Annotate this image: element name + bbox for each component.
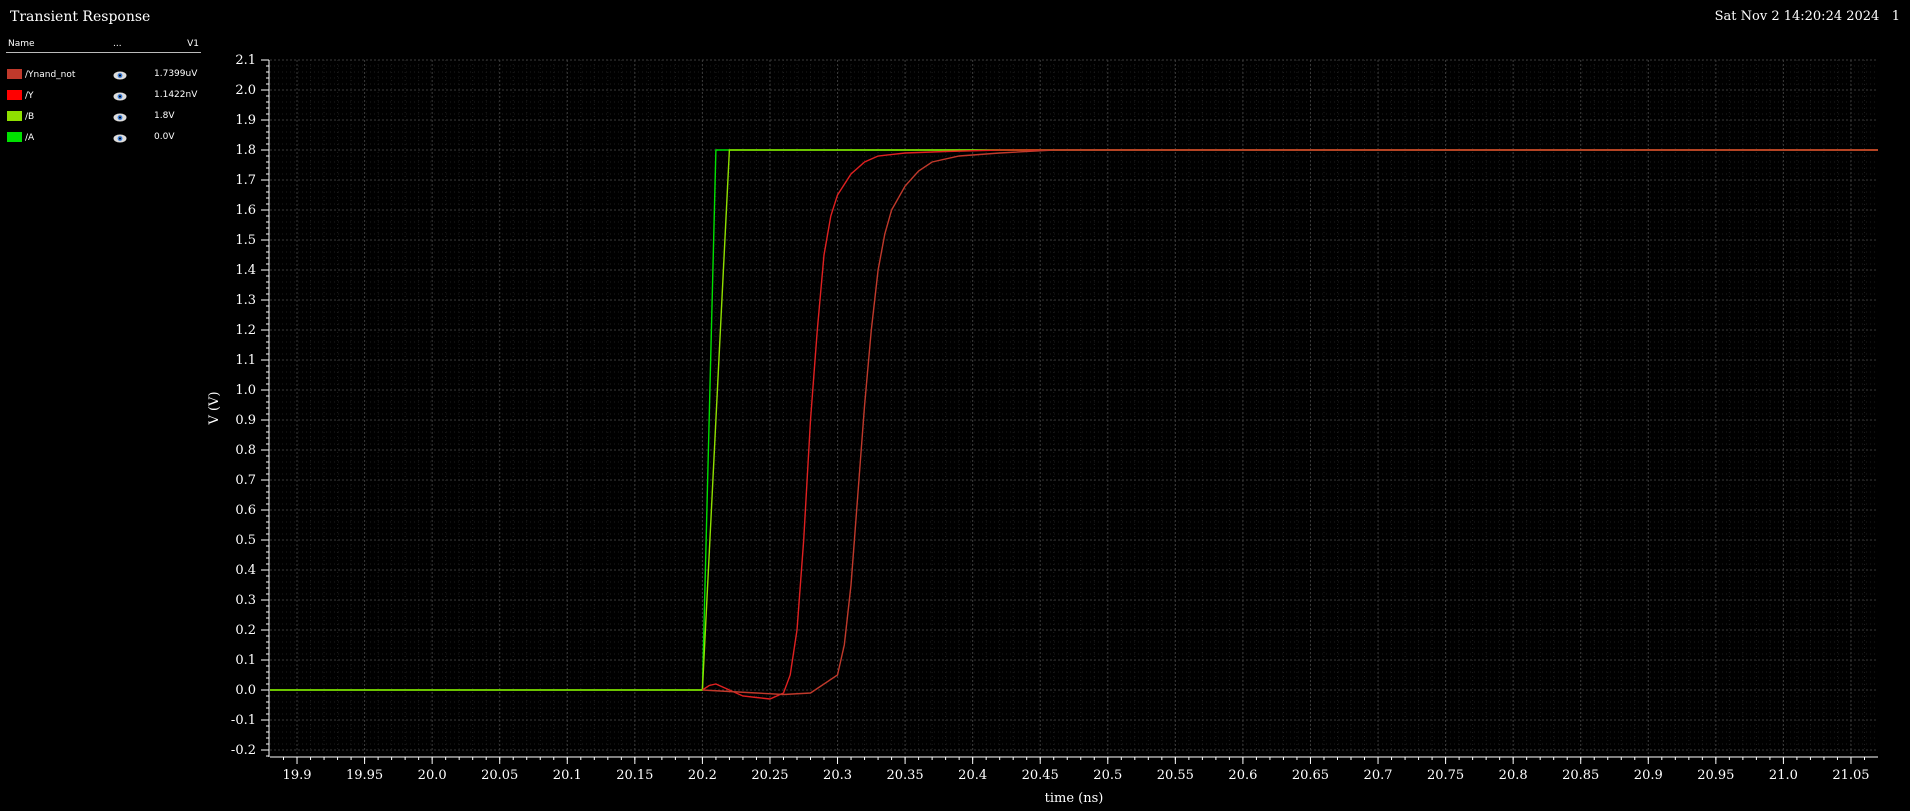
y-tick-label: 0.9: [235, 413, 256, 428]
y-axis-label: V (V): [207, 391, 222, 425]
legend-item[interactable]: /Ynand_not 1.7399uV: [6, 65, 201, 86]
datestamp: Sat Nov 2 14:20:24 2024 1: [1714, 9, 1900, 24]
x-tick-label: 20.7: [1364, 768, 1393, 783]
x-tick-label: 20.65: [1292, 768, 1329, 783]
eye-icon[interactable]: [113, 71, 127, 80]
x-tick-label: 20.05: [481, 768, 518, 783]
x-tick-label: 20.35: [886, 768, 923, 783]
x-tick-label: 20.5: [1093, 768, 1122, 783]
x-tick-label: 20.3: [823, 768, 852, 783]
x-tick-label: 21.0: [1769, 768, 1798, 783]
legend-header: Name ... V1: [6, 38, 201, 53]
x-tick-label: 21.05: [1832, 768, 1869, 783]
legend-signal-value: 1.8V: [154, 111, 175, 121]
y-tick-label: 1.5: [235, 233, 256, 248]
legend-item[interactable]: /Y 1.1422nV: [6, 86, 201, 107]
legend-swatch[interactable]: [7, 111, 22, 121]
y-tick-label: 1.2: [235, 323, 256, 338]
series-line-y: [702, 149, 1878, 700]
legend-panel: Name ... V1 /Ynand_not 1.7399uV/Y 1.1422nV…: [6, 38, 201, 149]
y-tick-label: 1.7: [235, 173, 256, 188]
y-tick-label: 0.6: [235, 503, 256, 518]
x-tick-label: 20.45: [1022, 768, 1059, 783]
legend-swatch[interactable]: [7, 132, 22, 142]
y-tick-label: -0.1: [231, 713, 256, 728]
y-tick-label: 0.2: [235, 623, 256, 638]
y-tick-label: 2.1: [235, 53, 256, 68]
x-tick-label: 20.1: [553, 768, 582, 783]
eye-icon[interactable]: [113, 92, 127, 101]
legend-signal-name: /B: [25, 112, 35, 122]
y-tick-label: 1.9: [235, 113, 256, 128]
y-tick-label: 0.5: [235, 533, 256, 548]
legend-signal-name: /Ynand_not: [25, 70, 76, 80]
eye-icon[interactable]: [113, 134, 127, 143]
x-tick-label: 20.4: [958, 768, 987, 783]
legend-signal-name: /Y: [25, 91, 34, 101]
x-tick-label: 20.9: [1634, 768, 1663, 783]
legend-signal-value: 1.7399uV: [154, 69, 198, 79]
x-tick-label: 19.9: [283, 768, 312, 783]
x-tick-label: 20.15: [616, 768, 653, 783]
x-tick-label: 20.0: [418, 768, 447, 783]
y-tick-label: 1.0: [235, 383, 256, 398]
legend-signal-value: 0.0V: [154, 132, 175, 142]
x-tick-label: 19.95: [346, 768, 383, 783]
x-tick-label: 20.2: [688, 768, 717, 783]
y-tick-label: 0.1: [235, 653, 256, 668]
legend-swatch[interactable]: [7, 69, 22, 79]
y-tick-label: 0.0: [235, 683, 256, 698]
x-tick-label: 20.55: [1157, 768, 1194, 783]
legend-signal-name: /A: [25, 133, 35, 143]
legend-header-value: V1: [187, 39, 199, 49]
y-tick-label: -0.2: [231, 743, 256, 758]
x-tick-label: 20.8: [1499, 768, 1528, 783]
series-line-ynand_not: [702, 149, 1878, 696]
y-tick-label: 1.8: [235, 143, 256, 158]
legend-item[interactable]: /A 0.0V: [6, 128, 201, 149]
x-tick-label: 20.95: [1697, 768, 1734, 783]
legend-swatch[interactable]: [7, 90, 22, 100]
x-tick-label: 20.85: [1562, 768, 1599, 783]
y-tick-label: 1.3: [235, 293, 256, 308]
y-tick-label: 2.0: [235, 83, 256, 98]
legend-header-name: Name: [8, 39, 35, 49]
legend-item[interactable]: /B 1.8V: [6, 107, 201, 128]
y-tick-label: 1.6: [235, 203, 256, 218]
y-tick-label: 0.3: [235, 593, 256, 608]
legend-signal-value: 1.1422nV: [154, 90, 198, 100]
y-tick-label: 0.4: [235, 563, 256, 578]
x-tick-label: 20.6: [1228, 768, 1257, 783]
x-axis-label: time (ns): [1045, 791, 1104, 806]
y-tick-label: 1.4: [235, 263, 256, 278]
legend-header-dots: ...: [113, 39, 122, 49]
x-tick-label: 20.25: [751, 768, 788, 783]
y-tick-label: 0.7: [235, 473, 256, 488]
y-tick-label: 1.1: [235, 353, 256, 368]
window-title: Transient Response: [10, 9, 151, 25]
eye-icon[interactable]: [113, 113, 127, 122]
x-tick-label: 20.75: [1427, 768, 1464, 783]
y-tick-label: 0.8: [235, 443, 256, 458]
